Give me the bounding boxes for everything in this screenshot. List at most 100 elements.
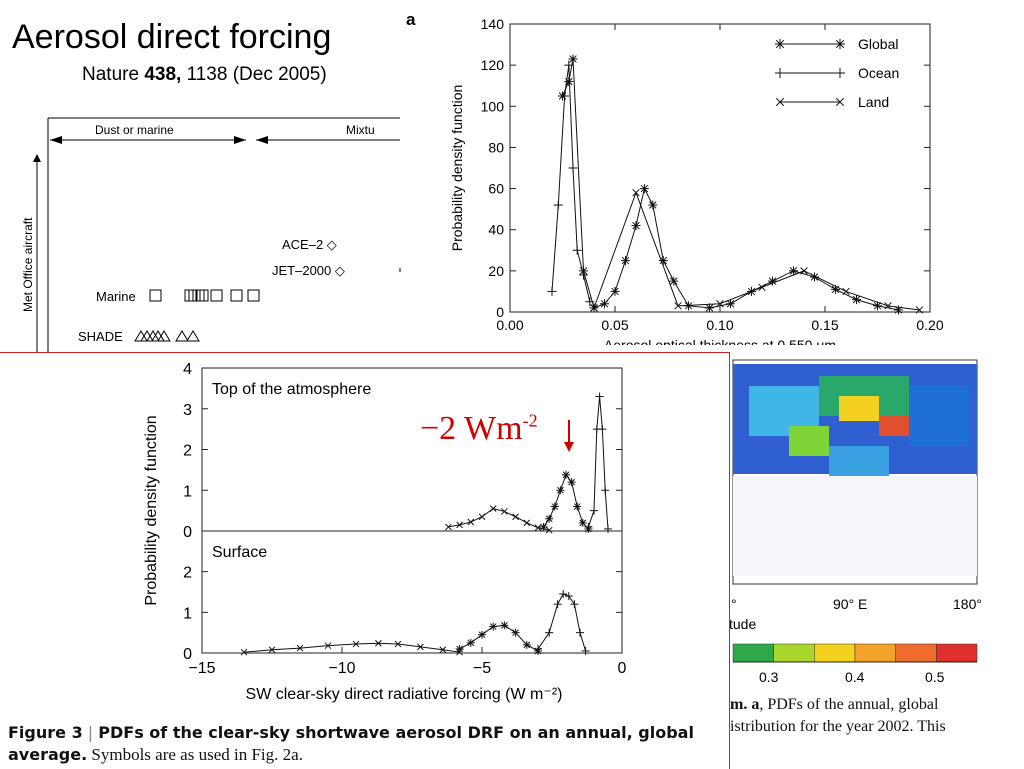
point-land: [375, 639, 382, 647]
point-ocean: [581, 646, 590, 655]
point-global: [621, 256, 630, 266]
x-tick-label-0.10: 0.10: [706, 317, 733, 333]
point-global: [539, 522, 548, 531]
x-tick-label-0: 0: [618, 660, 627, 677]
row-marine: Marine: [96, 289, 136, 304]
aot-pdf-chart: 0 20 40 60 80 100 120 140 0.00 0.05 0.10 0.15 0.20 Ae…: [449, 16, 944, 345]
point-global: [567, 478, 576, 487]
figure-caption: Figure 3 | PDFs of the clear-sky shortwa…: [8, 723, 694, 764]
point-land: [268, 646, 276, 654]
point-ocean: [564, 592, 573, 601]
point-land: [716, 300, 724, 308]
point-ocean: [559, 590, 568, 599]
point-global: [556, 486, 565, 495]
map-tick-180: 180°: [953, 596, 982, 612]
colorbar-tick-04: 0.4: [845, 669, 865, 685]
row-jet2000: JET–2000 ◇: [272, 263, 345, 278]
drf-pdf-chart: 0 1 2 3 4 Top of the atmosphere 0 1 2 Surface −15 −…: [143, 361, 627, 703]
x-tick-label-0.00: 0.00: [496, 317, 523, 333]
point-land: [456, 521, 463, 529]
point-global: [648, 200, 658, 210]
series-line-ocean: [537, 593, 587, 652]
point-land: [915, 306, 924, 314]
point-ocean: [545, 628, 554, 637]
point-land: [800, 267, 808, 275]
point-land: [296, 644, 304, 652]
point-land: [632, 188, 640, 197]
point-ocean: [584, 522, 593, 531]
series-line-land: [243, 642, 460, 653]
point-global: [684, 301, 693, 311]
legend-marker: [835, 97, 845, 107]
colorbar-cell: [895, 643, 937, 663]
legend-marker: [835, 39, 845, 49]
legend-marker: [775, 68, 785, 78]
y-tick-label-0: 0: [183, 524, 192, 541]
map-tick-0: °: [731, 596, 737, 612]
point-land: [534, 524, 542, 532]
map-caption: m. a, PDFs of the annual, global istribu…: [730, 696, 946, 735]
y-tick-label-60: 60: [488, 181, 504, 197]
colorbar-tick-05: 0.5: [925, 669, 945, 685]
x-axis-label: SW clear-sky direct radiative forcing (W…: [246, 686, 563, 703]
point-global: [478, 630, 486, 639]
panel-letter: a: [406, 10, 416, 29]
map-axis-word: tude: [729, 616, 756, 632]
y-tick-label-1: 1: [183, 483, 192, 500]
point-ocean: [601, 486, 610, 495]
row-ace2: ACE–2 ◇: [282, 237, 337, 252]
overlay-panel: [0, 352, 730, 769]
point-ocean: [534, 644, 542, 653]
y-axis-label: Probability density function: [143, 415, 160, 605]
plot-frame: [201, 367, 623, 654]
point-ocean: [590, 506, 598, 515]
point-land: [590, 304, 598, 312]
x-tick-label-0.15: 0.15: [811, 317, 838, 333]
slide-subtitle: Nature 438, 1138 (Dec 2005): [82, 64, 327, 85]
legend-label-global: Global: [858, 36, 898, 52]
colorbar-tick-03: 0.3: [759, 669, 779, 685]
point-land: [523, 519, 531, 527]
point-land: [352, 640, 360, 648]
legend-marker: [835, 68, 845, 78]
row-shade: SHADE: [78, 329, 123, 344]
series-line-land: [448, 508, 550, 531]
point-land: [417, 643, 424, 651]
point-global: [489, 622, 498, 631]
point-land: [501, 508, 508, 515]
slide-title: Aerosol direct forcing: [12, 18, 332, 56]
point-ocean: [576, 628, 584, 637]
y-tick-label-2: 2: [183, 565, 192, 582]
y-tick-label-3: 3: [183, 402, 192, 419]
point-ocean: [570, 600, 579, 609]
colorbar-cell: [773, 643, 815, 663]
point-ocean: [568, 163, 578, 173]
y-tick-label-1: 1: [183, 605, 192, 622]
x-tick-label-0.20: 0.20: [916, 317, 943, 333]
point-land: [445, 523, 452, 531]
colorbar-cell: [854, 643, 896, 663]
point-global: [768, 276, 777, 286]
series-line-global: [543, 473, 589, 530]
point-ocean: [553, 200, 563, 210]
colorbar-cell: [936, 643, 978, 663]
point-land: [489, 505, 497, 512]
y-tick-label-2: 2: [183, 443, 192, 460]
y-tick-label-80: 80: [488, 139, 504, 155]
point-global: [568, 54, 578, 64]
y-tick-label-120: 120: [481, 57, 505, 73]
point-global: [511, 628, 520, 637]
y-tick-label-40: 40: [488, 222, 504, 238]
y-axis-label: Probability density function: [449, 85, 465, 252]
point-global: [726, 299, 735, 309]
point-land: [324, 642, 332, 650]
point-land: [758, 283, 766, 292]
annotation-arrow: [564, 420, 574, 452]
point-ocean: [553, 600, 562, 609]
legend-label-ocean: Ocean: [858, 65, 899, 81]
met-office-label: Met Office aircraft: [21, 217, 35, 312]
series-line-global: [562, 58, 899, 311]
point-global: [639, 184, 649, 194]
point-ocean: [595, 392, 604, 401]
point-global: [705, 303, 714, 313]
